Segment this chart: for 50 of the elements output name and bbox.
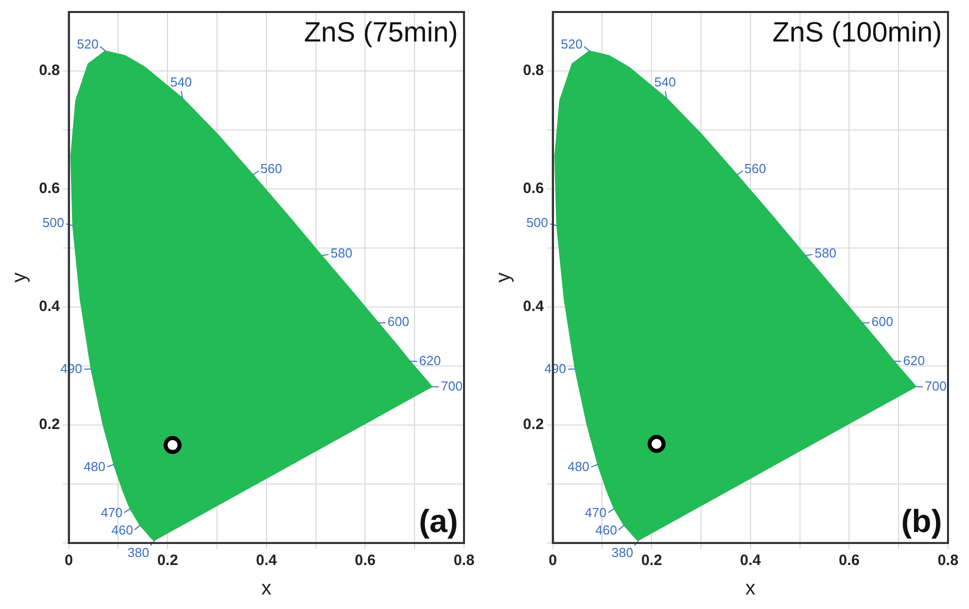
annotation: 500 [526,214,548,230]
annotation: 380 [128,545,150,560]
x-tick-label: 0.4 [740,552,762,570]
annotation: 700 [440,378,463,394]
annotation: 470 [100,505,123,520]
x-axis-title: x [745,578,756,600]
annotation: 540 [654,74,676,90]
y-tick-label: 0.8 [38,62,60,80]
x-axis-title: x [261,578,272,600]
x-tick-label: 0.4 [256,552,278,570]
annotation: 540 [170,74,192,90]
annotation: ZnS (100min) [772,16,942,48]
annotation: 480 [568,459,590,474]
x-tick-label: 0.2 [641,552,662,570]
x-tick-label: 0.6 [354,552,376,570]
annotation: 580 [330,246,352,261]
annotation: 600 [872,314,894,330]
x-tick-label: 0 [548,552,558,570]
annotation: 620 [419,352,441,368]
annotation: (a) [418,502,458,539]
annotation: 460 [595,522,618,538]
annotation: 700 [924,378,947,394]
y-tick-label: 0.4 [38,298,60,316]
annotation: 560 [744,161,766,176]
y-tick-label: 0.6 [522,180,544,198]
y-tick-label: 0.2 [522,416,544,434]
annotation: 600 [388,314,410,330]
annotation: 380 [612,545,634,560]
annotation: 560 [260,161,282,176]
annotation: 480 [84,459,106,474]
annotation: ZnS (75min) [304,16,458,48]
annotation: 520 [560,36,583,52]
y-axis-title: y [8,272,31,282]
annotation: 500 [42,214,64,230]
annotation: 520 [76,36,99,52]
annotation: 620 [903,352,925,368]
x-tick-label: 0.8 [454,552,474,570]
x-tick-label: 0.8 [938,552,958,570]
x-tick-label: 0 [64,552,74,570]
y-axis-title: y [492,272,515,282]
x-tick-label: 0.2 [157,552,178,570]
y-tick-label: 0.8 [522,62,544,80]
annotation: 580 [814,246,836,261]
annotation: 470 [584,505,607,520]
y-tick-label: 0.2 [38,416,60,434]
x-tick-label: 0.6 [838,552,860,570]
annotation: 460 [111,522,134,538]
y-tick-label: 0.4 [522,298,544,316]
annotation: (b) [901,502,942,539]
y-tick-label: 0.6 [38,180,60,198]
